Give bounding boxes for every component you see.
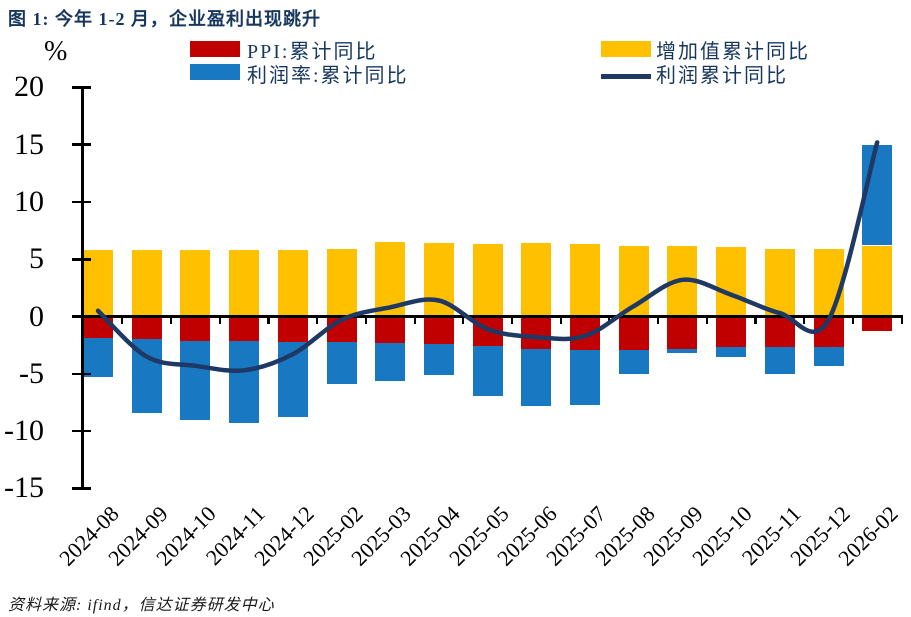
bar-segment-增加值累计同比 xyxy=(813,248,844,317)
x-tick xyxy=(657,316,660,324)
source-note: 资料来源: ifind，信达证券研发中心 xyxy=(8,597,275,614)
bar-segment-PPI:累计同比 xyxy=(277,316,308,342)
bar-segment-增加值累计同比 xyxy=(472,244,503,317)
bar-segment-PPI:累计同比 xyxy=(229,316,260,341)
bar-segment-增加值累计同比 xyxy=(131,250,162,317)
bar-segment-利润率:累计同比 xyxy=(716,347,747,357)
x-tick xyxy=(559,316,562,324)
bar-segment-利润率:累计同比 xyxy=(229,340,260,424)
figure-title: 图 1: 今年 1-2 月，企业盈利出现跳升 xyxy=(8,9,321,29)
bar-segment-增加值累计同比 xyxy=(618,245,649,317)
bar-segment-PPI:累计同比 xyxy=(570,316,600,350)
y-tick-label: -5 xyxy=(19,356,44,390)
y-tick-label: 10 xyxy=(14,185,44,218)
bar-segment-增加值累计同比 xyxy=(667,245,698,317)
x-axis-line xyxy=(80,315,903,318)
y-tick xyxy=(72,429,91,433)
bar-segment-增加值累计同比 xyxy=(180,250,211,317)
bar-segment-增加值累计同比 xyxy=(764,248,795,317)
bar-segment-利润率:累计同比 xyxy=(618,349,649,374)
bar-segment-利润率:累计同比 xyxy=(83,338,113,378)
bar-segment-利润率:累计同比 xyxy=(423,344,454,375)
bar-segment-利润率:累计同比 xyxy=(570,349,600,405)
x-tick xyxy=(121,316,124,324)
y-axis-unit-label: % xyxy=(44,36,68,67)
bar-segment-PPI:累计同比 xyxy=(472,316,503,347)
bar-segment-利润率:累计同比 xyxy=(131,339,162,413)
y-tick xyxy=(72,143,91,146)
bar-segment-增加值累计同比 xyxy=(570,244,600,317)
bar-segment-PPI:累计同比 xyxy=(813,316,844,348)
x-tick xyxy=(413,316,416,324)
x-tick xyxy=(803,316,806,324)
bar-segment-利润率:累计同比 xyxy=(180,340,211,420)
bar-segment-增加值累计同比 xyxy=(423,243,454,317)
y-tick-label: -10 xyxy=(4,414,44,447)
y-tick-label: 5 xyxy=(29,242,44,276)
bar-segment-利润率:累计同比 xyxy=(521,348,552,406)
y-tick-label: 20 xyxy=(14,70,44,104)
x-tick xyxy=(608,316,611,324)
legend-swatch-profit-margin xyxy=(190,64,240,80)
bar-segment-增加值累计同比 xyxy=(229,250,260,317)
y-tick xyxy=(72,372,91,375)
x-tick xyxy=(316,316,319,324)
bar-segment-PPI:累计同比 xyxy=(375,316,406,343)
x-tick xyxy=(510,316,514,324)
bar-segment-利润率:累计同比 xyxy=(472,346,503,396)
legend-label-ppi: PPI:累计同比 xyxy=(247,41,378,63)
bar-segment-利润率:累计同比 xyxy=(277,341,308,418)
bar-segment-PPI:累计同比 xyxy=(667,316,698,349)
y-tick-label: -15 xyxy=(4,471,44,505)
legend-swatch-ppi xyxy=(190,41,240,57)
bar-segment-PPI:累计同比 xyxy=(716,316,747,348)
bar-segment-利润率:累计同比 xyxy=(667,348,698,354)
y-tick-label: 15 xyxy=(14,127,44,161)
x-tick xyxy=(900,316,903,324)
bar-segment-PPI:累计同比 xyxy=(764,316,795,348)
legend-label-value-added: 增加值累计同比 xyxy=(656,41,810,63)
x-tick xyxy=(462,316,465,324)
bar-segment-增加值累计同比 xyxy=(326,248,357,317)
x-tick xyxy=(851,316,854,324)
bar-segment-增加值累计同比 xyxy=(521,243,552,317)
x-tick xyxy=(705,316,708,324)
bar-segment-增加值累计同比 xyxy=(277,250,308,317)
bar-segment-利润率:累计同比 xyxy=(813,347,844,366)
bar-segment-PPI:累计同比 xyxy=(423,316,454,344)
bar-segment-利润率:累计同比 xyxy=(764,347,795,374)
x-tick xyxy=(218,316,221,324)
bar-segment-PPI:累计同比 xyxy=(131,316,162,340)
legend-label-profit-line: 利润累计同比 xyxy=(656,65,788,87)
bar-segment-PPI:累计同比 xyxy=(618,316,649,350)
legend-swatch-profit-line xyxy=(601,74,651,79)
bar-segment-PPI:累计同比 xyxy=(862,316,893,332)
legend-label-profit-margin: 利润率:累计同比 xyxy=(247,65,409,87)
y-tick-label: 0 xyxy=(29,299,44,333)
x-tick xyxy=(170,316,173,324)
x-tick xyxy=(267,316,270,324)
bar-segment-利润率:累计同比 xyxy=(862,144,893,246)
bar-segment-增加值累计同比 xyxy=(862,245,893,317)
bar-segment-PPI:累计同比 xyxy=(326,316,357,342)
y-tick xyxy=(72,86,91,89)
legend-swatch-value-added xyxy=(601,41,651,57)
bar-segment-PPI:累计同比 xyxy=(521,316,552,349)
bar-segment-利润率:累计同比 xyxy=(375,342,406,381)
x-tick xyxy=(754,316,757,324)
bar-segment-增加值累计同比 xyxy=(716,246,747,317)
x-tick xyxy=(364,316,367,324)
bar-segment-利润率:累计同比 xyxy=(326,341,357,385)
bar-segment-增加值累计同比 xyxy=(375,242,406,317)
bar-segment-PPI:累计同比 xyxy=(180,316,211,341)
bar-segment-PPI:累计同比 xyxy=(83,316,113,339)
y-axis-line xyxy=(80,86,84,490)
y-tick xyxy=(72,200,91,204)
y-tick xyxy=(72,258,91,261)
y-tick xyxy=(72,487,91,490)
